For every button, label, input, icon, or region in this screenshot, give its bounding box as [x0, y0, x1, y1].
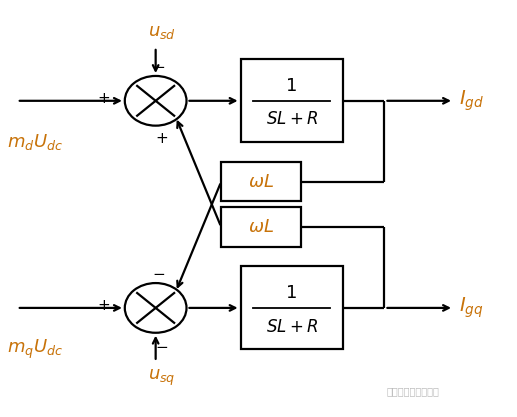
Text: $u_{sq}$: $u_{sq}$ — [148, 368, 176, 388]
Text: $-$: $-$ — [151, 265, 165, 280]
Text: $SL + R$: $SL + R$ — [266, 111, 318, 128]
Text: $m_d U_{dc}$: $m_d U_{dc}$ — [7, 132, 63, 152]
Text: $m_q U_{dc}$: $m_q U_{dc}$ — [7, 338, 63, 361]
Text: $I_{gd}$: $I_{gd}$ — [459, 88, 484, 113]
Text: 1: 1 — [286, 77, 298, 95]
Text: $I_{gq}$: $I_{gq}$ — [459, 296, 483, 320]
Text: $-$: $-$ — [155, 338, 169, 353]
Text: 分布式发电与微电网: 分布式发电与微电网 — [386, 386, 439, 396]
Bar — [240, 59, 343, 142]
Bar — [221, 162, 301, 201]
Text: 1: 1 — [286, 284, 298, 302]
Text: $\omega L$: $\omega L$ — [248, 173, 274, 191]
Bar — [240, 266, 343, 349]
Text: +: + — [98, 298, 111, 313]
Text: +: + — [156, 131, 168, 146]
Text: +: + — [98, 91, 111, 106]
Text: $-$: $-$ — [151, 58, 165, 73]
Text: $SL + R$: $SL + R$ — [266, 318, 318, 336]
Bar — [221, 208, 301, 247]
Text: $\omega L$: $\omega L$ — [248, 218, 274, 236]
Text: $u_{sd}$: $u_{sd}$ — [148, 23, 176, 41]
